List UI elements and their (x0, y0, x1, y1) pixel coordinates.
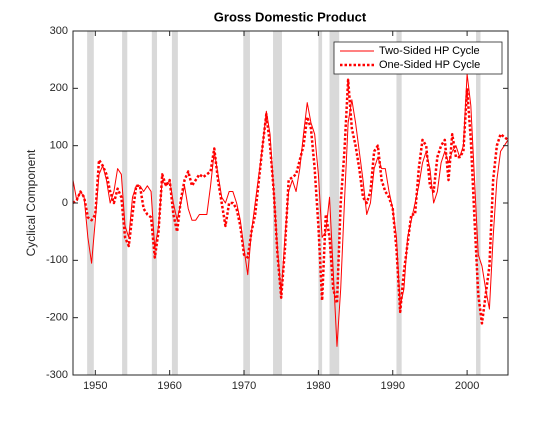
recession-band (396, 31, 402, 375)
x-tick-label: 1950 (83, 380, 107, 392)
recession-band (122, 31, 128, 375)
chart-title: Gross Domestic Product (214, 9, 367, 24)
y-tick-label: 200 (50, 82, 68, 94)
recession-band (476, 31, 481, 375)
recession-band (87, 31, 94, 375)
x-tick-label: 1980 (306, 380, 330, 392)
x-tick-label: 2000 (455, 380, 479, 392)
legend-box (333, 41, 503, 75)
recession-band (273, 31, 282, 375)
y-axis-label: Cyclical Component (24, 149, 38, 256)
x-tick-label: 1970 (232, 380, 256, 392)
recession-band (171, 31, 178, 375)
x-tick-label: 1960 (157, 380, 181, 392)
x-tick-label: 1990 (381, 380, 405, 392)
recession-band (151, 31, 158, 375)
y-tick-label: -300 (46, 369, 68, 381)
series-line (72, 73, 509, 347)
y-tick-label: 0 (62, 197, 68, 209)
recession-band (243, 31, 250, 375)
y-tick-label: -100 (46, 254, 68, 266)
y-tick-label: 300 (50, 25, 68, 37)
series-line (72, 78, 509, 325)
legend-label: Two-Sided HP Cycle (379, 45, 480, 57)
y-tick-label: 100 (50, 140, 68, 152)
legend-label: One-Sided HP Cycle (379, 59, 480, 71)
recession-band (329, 31, 340, 375)
y-tick-label: -200 (46, 312, 68, 324)
